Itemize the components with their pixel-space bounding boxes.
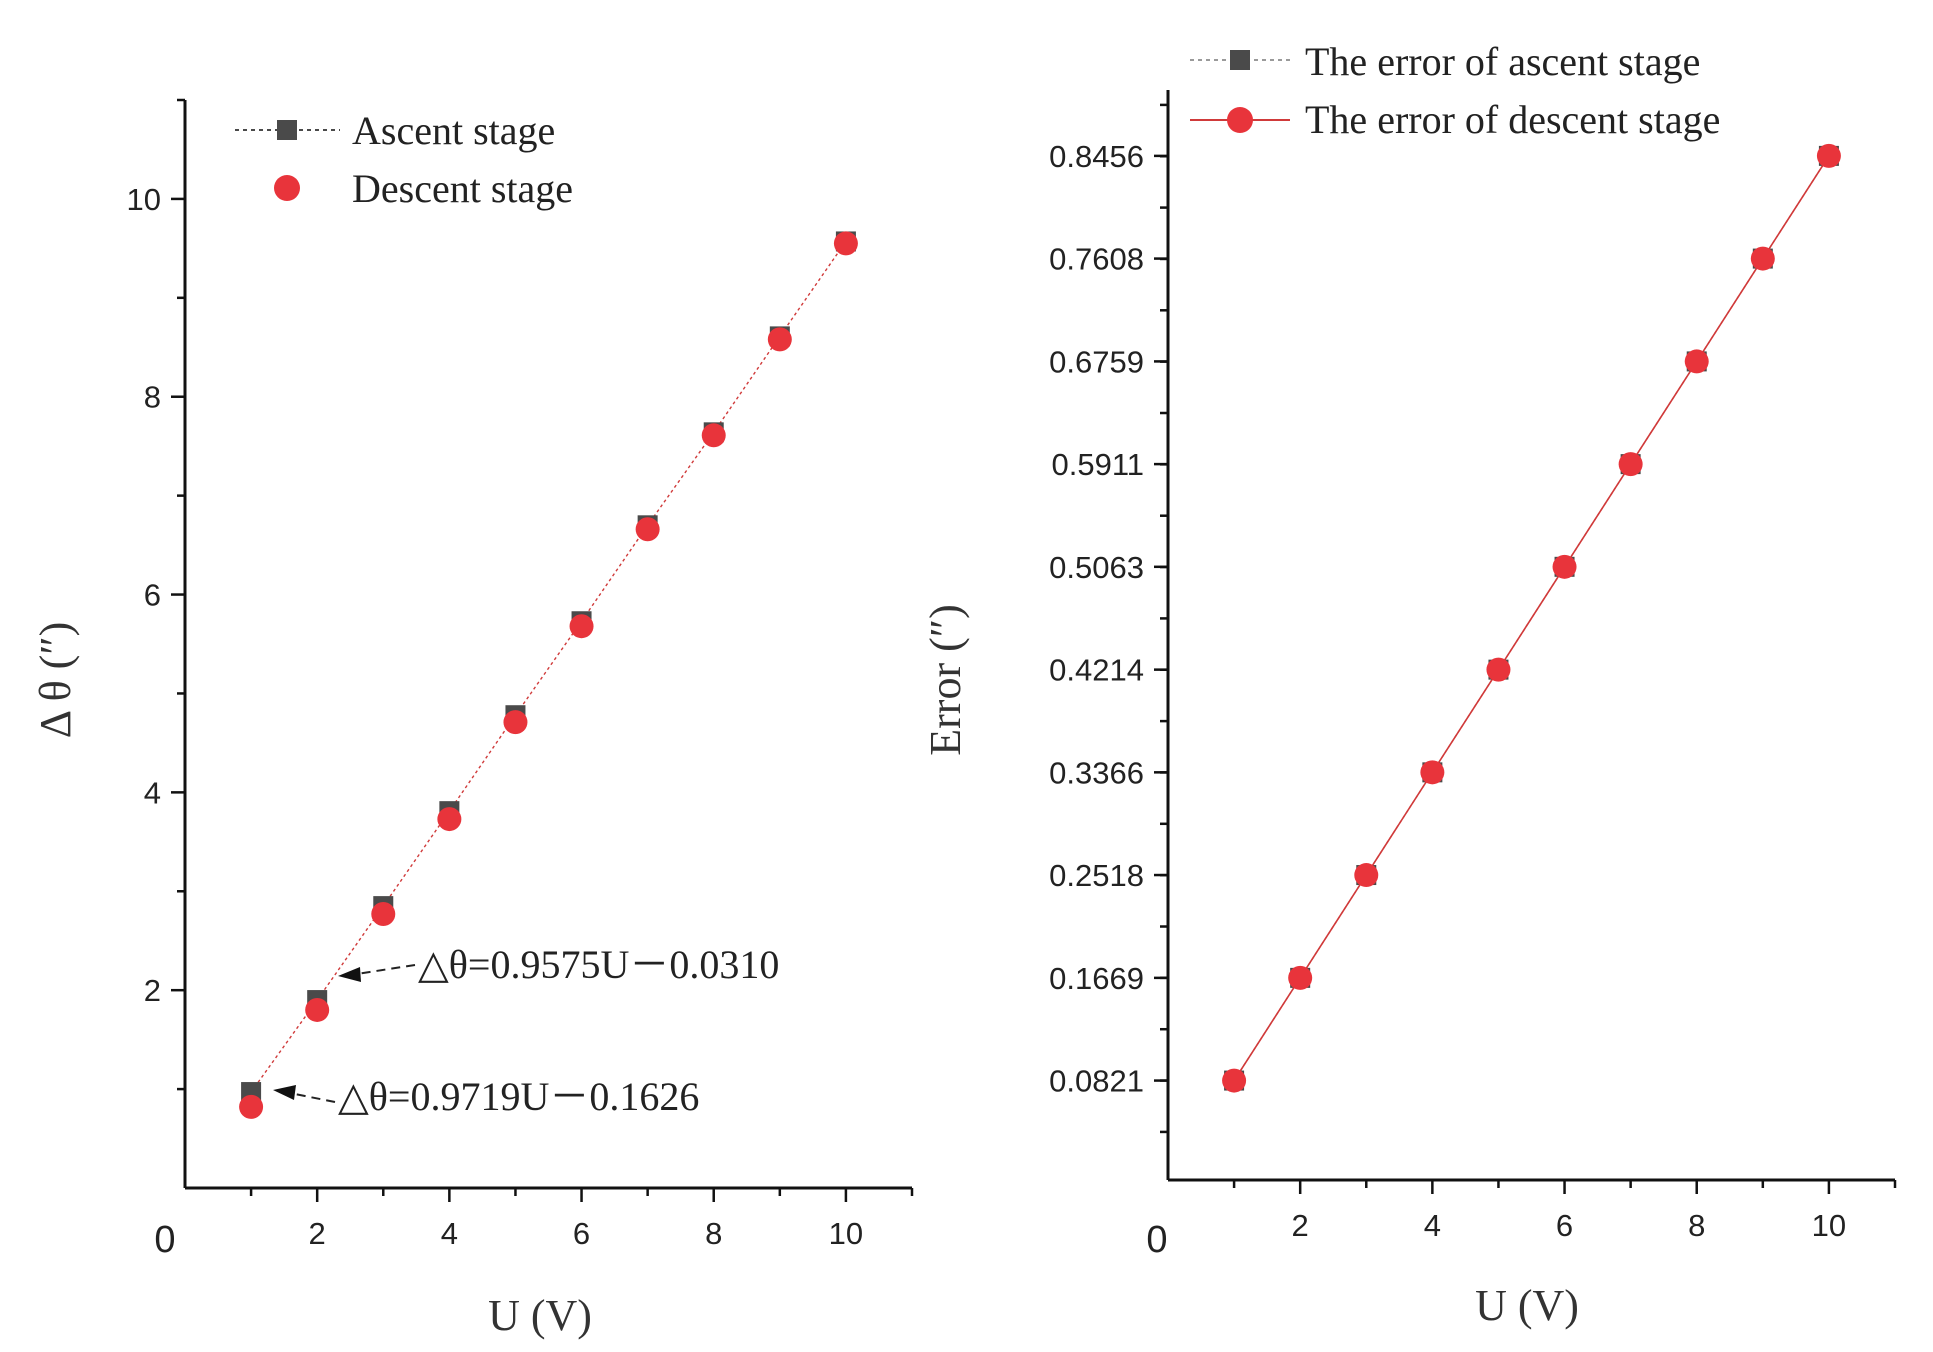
legend-ascent-label: Ascent stage — [352, 108, 555, 153]
legend-error-descent-marker — [1227, 107, 1253, 133]
right-descent-point — [1354, 863, 1379, 888]
left-x-axis-label: U (V) — [488, 1291, 592, 1340]
left-y-tick-label: 2 — [144, 973, 161, 1008]
right-descent-point — [1618, 452, 1643, 477]
left-x-tick-label: 10 — [829, 1216, 863, 1251]
right-x-tick-label: 10 — [1812, 1208, 1846, 1243]
right-series-1-line — [1233, 155, 1830, 1082]
left-series-0-line — [250, 241, 847, 1093]
left-descent-point — [239, 1094, 264, 1119]
left-x-tick-label: 4 — [441, 1216, 458, 1251]
right-y-tick-label: 0.5063 — [1049, 550, 1144, 585]
left-descent-point — [371, 902, 396, 927]
left-descent-point — [437, 807, 462, 832]
left-chart: Δ θ (″) U (V) 0 Ascent stage Descent sta… — [31, 98, 914, 1340]
right-descent-point — [1684, 349, 1709, 374]
right-y-tick-label: 0.0821 — [1049, 1064, 1144, 1099]
legend-error-descent-label: The error of descent stage — [1305, 97, 1720, 142]
left-descent-point — [305, 997, 330, 1022]
legend-ascent-marker — [277, 120, 297, 140]
left-x-tick-label: 6 — [573, 1216, 590, 1251]
right-descent-point — [1552, 554, 1577, 579]
left-x-tick-label: 8 — [705, 1216, 722, 1251]
left-y-tick-label: 4 — [144, 775, 161, 810]
annotation-arrow-2 — [284, 1091, 336, 1103]
right-y-tick-label: 0.5911 — [1051, 447, 1144, 482]
right-y-axis-label: Error (″) — [921, 604, 970, 755]
right-descent-point — [1420, 760, 1445, 785]
legend-error-ascent-marker — [1230, 50, 1250, 70]
annotation-arrowhead-1 — [338, 967, 361, 982]
right-x-tick-label: 6 — [1556, 1208, 1573, 1243]
right-y-tick-label: 0.6759 — [1049, 344, 1144, 379]
right-x-tick-label: 8 — [1688, 1208, 1705, 1243]
right-descent-point — [1486, 657, 1511, 682]
legend-descent-marker — [274, 175, 300, 201]
right-origin-label: 0 — [1146, 1219, 1167, 1261]
right-x-tick-label: 2 — [1292, 1208, 1309, 1243]
right-y-tick-label: 0.3366 — [1049, 755, 1144, 790]
left-descent-point — [635, 517, 660, 542]
right-chart: Error (″) U (V) 0 The error of ascent st… — [921, 39, 1897, 1330]
annotation-arrowhead-2 — [273, 1085, 296, 1100]
right-y-tick-label: 0.8456 — [1049, 139, 1144, 174]
left-legend: Ascent stage Descent stage — [235, 108, 573, 211]
right-y-tick-label: 0.4214 — [1049, 653, 1144, 688]
right-x-axis-label: U (V) — [1475, 1281, 1579, 1330]
right-legend: The error of ascent stage The error of d… — [1190, 39, 1720, 142]
left-origin-label: 0 — [154, 1219, 175, 1261]
left-x-tick-label: 2 — [309, 1216, 326, 1251]
left-y-tick-label: 10 — [127, 182, 161, 217]
right-descent-point — [1288, 965, 1313, 990]
right-descent-point — [1816, 143, 1841, 168]
left-descent-point — [767, 327, 792, 352]
annotation-arrow-1 — [349, 964, 416, 976]
annotation-ascent-fit: △θ=0.9575U－0.0310 — [418, 942, 779, 987]
left-y-tick-label: 6 — [144, 578, 161, 613]
right-descent-point — [1222, 1068, 1247, 1093]
left-annotations: △θ=0.9575U－0.0310 △θ=0.9719U－0.1626 — [273, 942, 779, 1119]
legend-error-ascent-label: The error of ascent stage — [1305, 39, 1700, 84]
annotation-descent-fit: △θ=0.9719U－0.1626 — [338, 1074, 699, 1119]
left-descent-point — [833, 231, 858, 256]
legend-descent-label: Descent stage — [352, 166, 573, 211]
left-descent-point — [503, 710, 528, 735]
right-descent-point — [1750, 246, 1775, 271]
left-descent-point — [569, 614, 594, 639]
right-x-tick-label: 4 — [1424, 1208, 1441, 1243]
right-y-tick-label: 0.1669 — [1049, 961, 1144, 996]
right-y-tick-label: 0.7608 — [1049, 242, 1144, 277]
left-y-axis-label: Δ θ (″) — [31, 622, 80, 739]
right-y-tick-label: 0.2518 — [1049, 858, 1144, 893]
left-descent-point — [701, 423, 726, 448]
left-y-tick-label: 8 — [144, 380, 161, 415]
